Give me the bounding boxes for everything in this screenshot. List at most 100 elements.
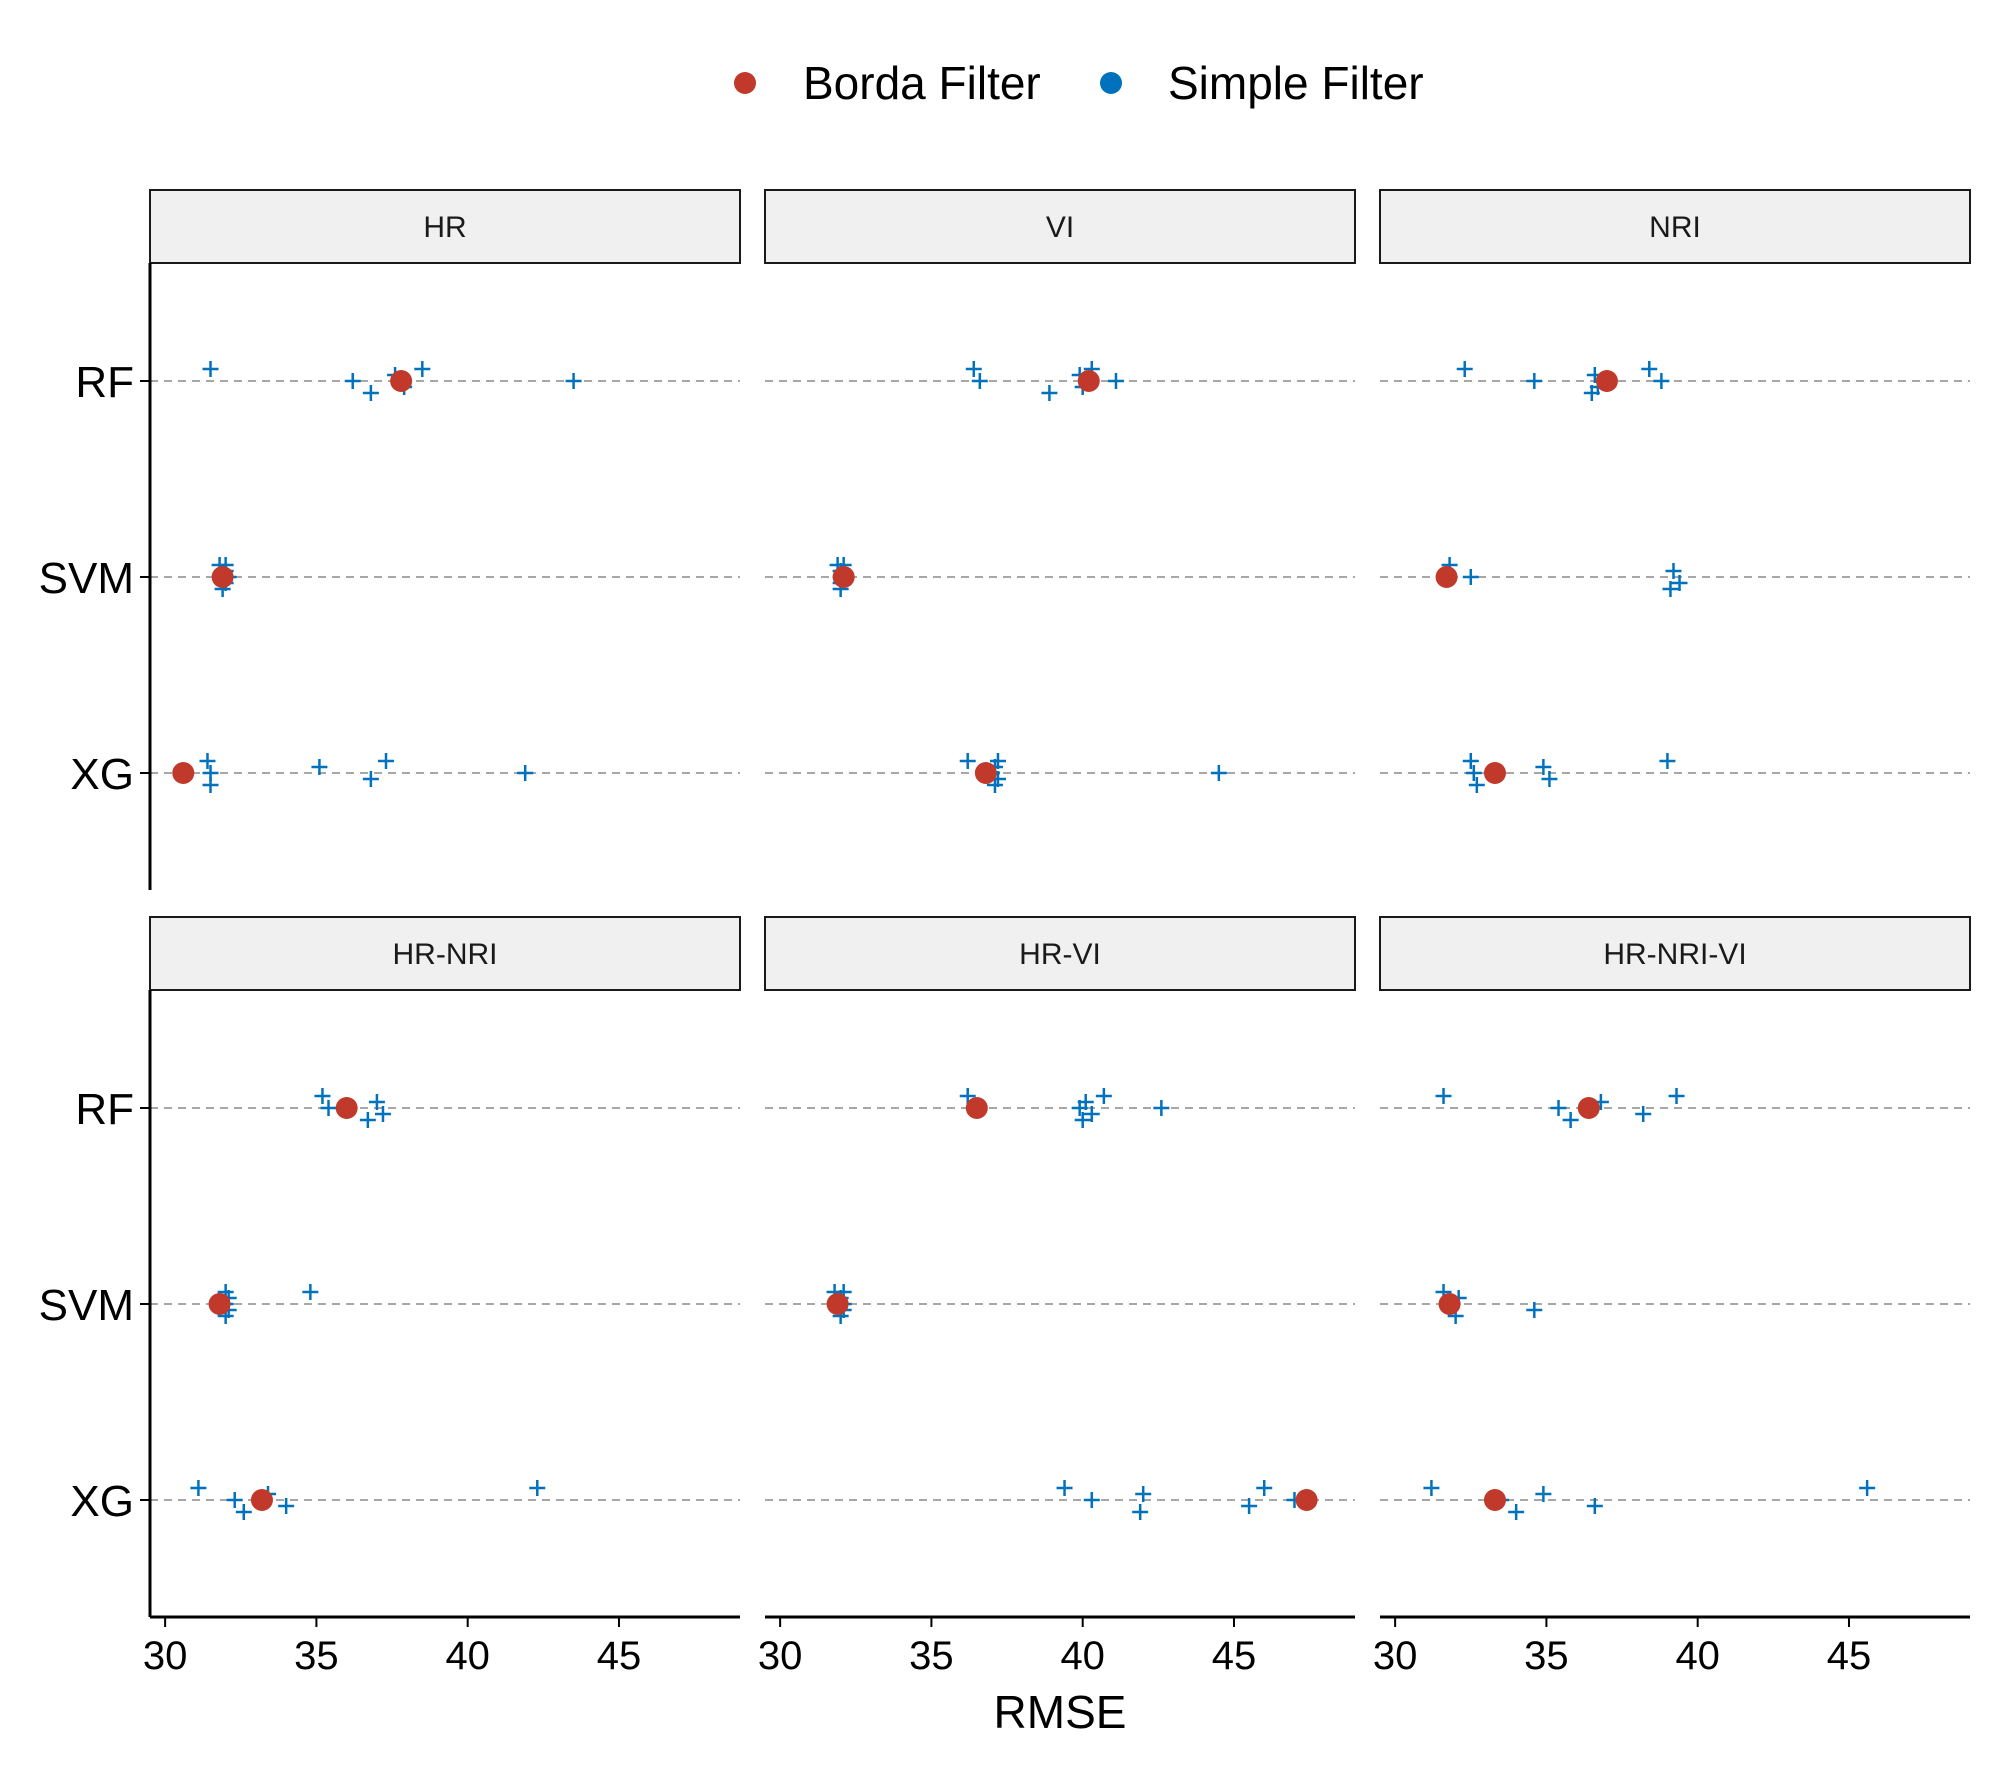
simple-filter-point — [1659, 753, 1676, 769]
borda-filter-point — [335, 1097, 358, 1119]
simple-filter-point — [226, 1492, 243, 1508]
simple-filter-point — [1653, 373, 1670, 389]
borda-filter-point — [1595, 370, 1618, 392]
simple-filter-point — [989, 753, 1006, 769]
simple-filter-point — [1550, 1100, 1567, 1116]
simple-filter-point — [517, 765, 534, 781]
simple-filter-point — [1210, 765, 1227, 781]
simple-filter-point — [1095, 1088, 1112, 1104]
legend-label-borda: Borda Filter — [803, 57, 1041, 109]
x-tick-label: 35 — [1524, 1634, 1569, 1678]
simple-filter-point — [362, 771, 379, 787]
simple-filter-point — [414, 361, 431, 377]
facet-strip — [149, 189, 741, 264]
simple-filter-point — [374, 1106, 391, 1122]
simple-filter-point — [320, 1100, 337, 1116]
facet-strip-label: HR-VI — [1019, 938, 1101, 971]
x-tick-label: 30 — [758, 1634, 803, 1678]
simple-filter-point — [1508, 1504, 1525, 1520]
simple-filter-point — [1107, 373, 1124, 389]
borda-filter-point — [826, 1293, 849, 1315]
simple-filter-point — [1083, 1492, 1100, 1508]
simple-filter-point — [235, 1504, 252, 1520]
borda-filter-point — [390, 370, 413, 392]
simple-filter-point — [359, 1112, 376, 1128]
simple-filter-point — [1526, 373, 1543, 389]
simple-filter-point — [1074, 1112, 1091, 1128]
simple-filter-point — [1423, 1480, 1440, 1496]
borda-filter-point — [250, 1489, 273, 1511]
simple-filter-point — [1153, 1100, 1170, 1116]
facet-strip-label: VI — [1046, 211, 1074, 244]
simple-filter-point — [1462, 753, 1479, 769]
x-tick-label: 35 — [294, 1634, 339, 1678]
simple-filter-point — [1132, 1504, 1149, 1520]
simple-filter-point — [1671, 575, 1688, 591]
x-tick-label: 40 — [1060, 1634, 1105, 1678]
borda-filter-point — [1295, 1489, 1318, 1511]
borda-filter-point — [1483, 762, 1506, 784]
borda-filter-point — [1077, 370, 1100, 392]
borda-filter-point — [172, 762, 195, 784]
simple-filter-point — [368, 1094, 385, 1110]
facet-strip-label: HR — [423, 211, 466, 244]
simple-filter-point — [1456, 361, 1473, 377]
facet-strip-label: NRI — [1649, 211, 1701, 244]
borda-filter-point — [211, 566, 234, 588]
simple-filter-point — [1077, 1094, 1094, 1110]
borda-filter-point — [832, 566, 855, 588]
simple-filter-point — [565, 373, 582, 389]
simple-filter-point — [1541, 771, 1558, 787]
y-tick-label: XG — [70, 750, 134, 799]
panel-hr: HR RF SVM XG — [39, 189, 741, 890]
facet-strip-label: HR-NRI — [393, 938, 498, 971]
borda-filter-point — [1435, 566, 1458, 588]
y-tick-label: RF — [75, 358, 134, 407]
simple-filter-point — [344, 373, 361, 389]
facet-strip — [149, 916, 741, 991]
simple-filter-point — [529, 1480, 546, 1496]
simple-filter-point — [190, 1480, 207, 1496]
simple-filter-point — [202, 361, 219, 377]
simple-filter-point — [278, 1498, 295, 1514]
simple-filter-point — [302, 1284, 319, 1300]
x-tick-label: 45 — [1212, 1634, 1257, 1678]
simple-filter-point — [1526, 1302, 1543, 1318]
legend-marker-borda — [734, 72, 756, 94]
simple-filter-point — [362, 385, 379, 401]
x-tick-label: 30 — [1373, 1634, 1418, 1678]
borda-filter-point — [1577, 1097, 1600, 1119]
y-tick-label: SVM — [39, 1281, 134, 1330]
x-axis-title: RMSE — [994, 1686, 1127, 1738]
facet-strip-label: HR-NRI-VI — [1603, 938, 1746, 971]
simple-filter-point — [1241, 1498, 1258, 1514]
simple-filter-point — [1041, 385, 1058, 401]
simple-filter-point — [314, 1088, 331, 1104]
simple-filter-point — [1135, 1486, 1152, 1502]
x-tick-label: 40 — [1675, 1634, 1720, 1678]
facet-strip — [1379, 189, 1971, 264]
simple-filter-point — [1641, 361, 1658, 377]
simple-filter-point — [1586, 1498, 1603, 1514]
facet-strip — [764, 916, 1356, 991]
simple-filter-point — [1635, 1106, 1652, 1122]
simple-filter-point — [1859, 1480, 1876, 1496]
panel-hr-nri-vi: HR-NRI-VI 30 35 40 45 — [1373, 916, 1971, 1678]
x-tick-label: 35 — [909, 1634, 954, 1678]
y-tick-label: XG — [70, 1477, 134, 1526]
y-tick-label: RF — [75, 1085, 134, 1134]
simple-filter-point — [1435, 1088, 1452, 1104]
simple-filter-point — [202, 777, 219, 793]
x-tick-label: 40 — [445, 1634, 490, 1678]
simple-filter-point — [965, 361, 982, 377]
borda-filter-point — [208, 1293, 231, 1315]
simple-filter-point — [378, 753, 394, 769]
simple-filter-point — [1668, 1088, 1685, 1104]
simple-filter-point — [959, 753, 976, 769]
simple-filter-point — [311, 759, 328, 775]
simple-filter-point — [1665, 563, 1682, 579]
simple-filter-point — [1083, 1106, 1100, 1122]
borda-filter-point — [1483, 1489, 1506, 1511]
legend-marker-simple — [1100, 72, 1122, 94]
